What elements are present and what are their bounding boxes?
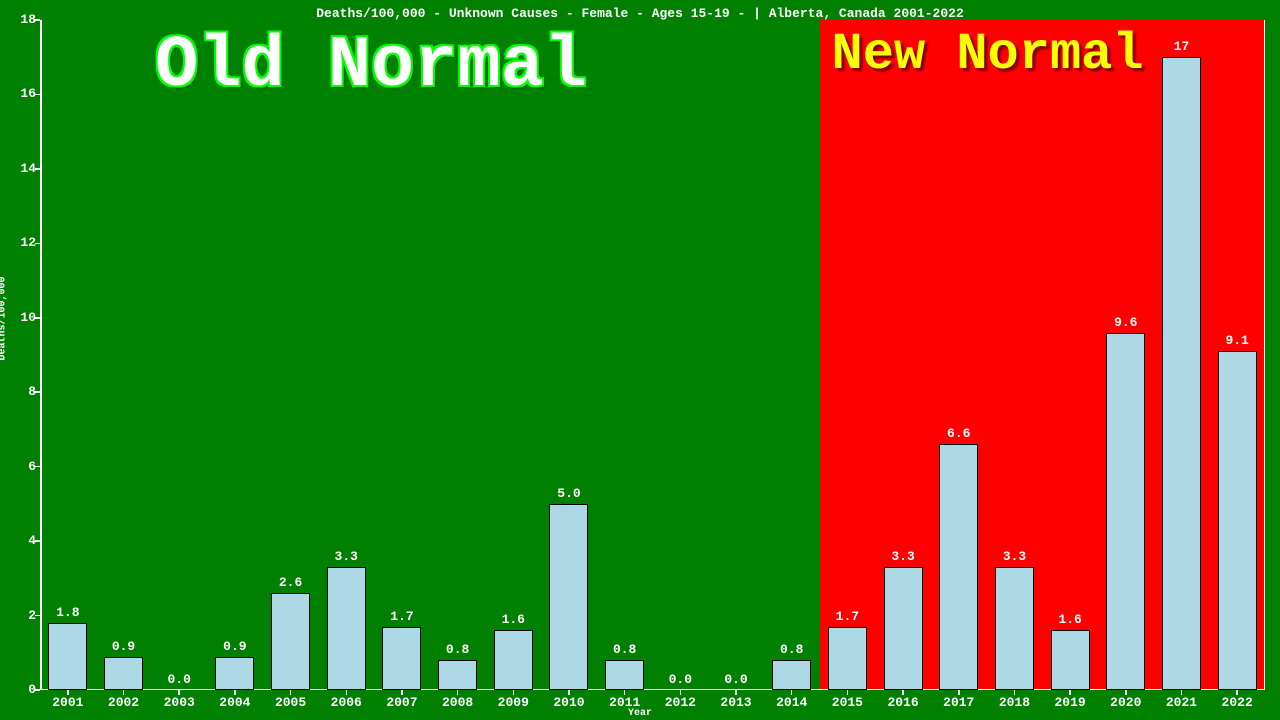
old-normal-overlay-text: Old Normal [155, 25, 587, 107]
bar-value-label: 0.8 [780, 642, 803, 657]
x-tick-label: 2001 [52, 695, 83, 710]
bar [1106, 333, 1145, 690]
bar-value-label: 0.9 [112, 639, 135, 654]
bar [104, 657, 143, 691]
bar [995, 567, 1034, 690]
x-tick-label: 2002 [108, 695, 139, 710]
bar-value-label: 0.9 [223, 639, 246, 654]
bar-value-label: 0.0 [724, 672, 747, 687]
bar [48, 623, 87, 690]
y-tick-label: 0 [6, 682, 36, 697]
bar-value-label: 1.6 [1058, 612, 1081, 627]
bar-value-label: 0.8 [446, 642, 469, 657]
x-tick-label: 2016 [887, 695, 918, 710]
x-tick-label: 2005 [275, 695, 306, 710]
x-tick-label: 2007 [386, 695, 417, 710]
bar-value-label: 3.3 [335, 549, 358, 564]
x-tick-label: 2013 [720, 695, 751, 710]
y-tick-label: 8 [6, 384, 36, 399]
bar [828, 627, 867, 690]
bar-value-label: 9.1 [1225, 333, 1248, 348]
bar [438, 660, 477, 690]
bar [327, 567, 366, 690]
bar [494, 630, 533, 690]
bar-value-label: 3.3 [1003, 549, 1026, 564]
bar-value-label: 0.0 [168, 672, 191, 687]
x-tick-label: 2014 [776, 695, 807, 710]
x-tick-label: 2009 [498, 695, 529, 710]
y-tick-label: 18 [6, 12, 36, 27]
y-axis [40, 20, 42, 690]
bar-value-label: 2.6 [279, 575, 302, 590]
x-tick-label: 2012 [665, 695, 696, 710]
y-tick-label: 14 [6, 161, 36, 176]
bar-value-label: 0.0 [669, 672, 692, 687]
x-tick-label: 2008 [442, 695, 473, 710]
bar [1162, 57, 1201, 690]
x-tick-label: 2022 [1222, 695, 1253, 710]
bar-value-label: 5.0 [557, 486, 580, 501]
plot-area: Old Normal New Normal 1.8 0.9 0.0 0.9 2.6 3.3… [40, 20, 1265, 690]
bar-value-label: 1.7 [836, 609, 859, 624]
x-tick-label: 2021 [1166, 695, 1197, 710]
x-tick-label: 2019 [1055, 695, 1086, 710]
x-tick-label: 2018 [999, 695, 1030, 710]
bar [549, 504, 588, 690]
x-tick-label: 2015 [832, 695, 863, 710]
bar-value-label: 3.3 [891, 549, 914, 564]
bar [939, 444, 978, 690]
x-tick-label: 2017 [943, 695, 974, 710]
y-tick-label: 10 [6, 310, 36, 325]
bar [271, 593, 310, 690]
bar-value-label: 9.6 [1114, 315, 1137, 330]
x-tick-label: 2006 [331, 695, 362, 710]
bar [215, 657, 254, 691]
x-tick-label: 2010 [553, 695, 584, 710]
x-tick-label: 2020 [1110, 695, 1141, 710]
y-tick-label: 12 [6, 235, 36, 250]
x-tick-label: 2011 [609, 695, 640, 710]
x-tick-label: 2004 [219, 695, 250, 710]
bar [772, 660, 811, 690]
chart-title: Deaths/100,000 - Unknown Causes - Female… [0, 6, 1280, 21]
bar-value-label: 0.8 [613, 642, 636, 657]
bar [605, 660, 644, 690]
bar [1218, 351, 1257, 690]
y-tick-label: 16 [6, 86, 36, 101]
y-axis-right [1264, 20, 1266, 690]
y-tick-label: 4 [6, 533, 36, 548]
y-tick-label: 6 [6, 459, 36, 474]
bar-value-label: 1.8 [56, 605, 79, 620]
bar [884, 567, 923, 690]
y-tick-label: 2 [6, 608, 36, 623]
bar-value-label: 1.6 [502, 612, 525, 627]
bar [382, 627, 421, 690]
bar-value-label: 17 [1174, 39, 1190, 54]
bar-value-label: 1.7 [390, 609, 413, 624]
bar [1051, 630, 1090, 690]
x-tick-label: 2003 [164, 695, 195, 710]
left-background [40, 20, 820, 690]
new-normal-overlay-text: New Normal [832, 25, 1144, 84]
bar-value-label: 6.6 [947, 426, 970, 441]
